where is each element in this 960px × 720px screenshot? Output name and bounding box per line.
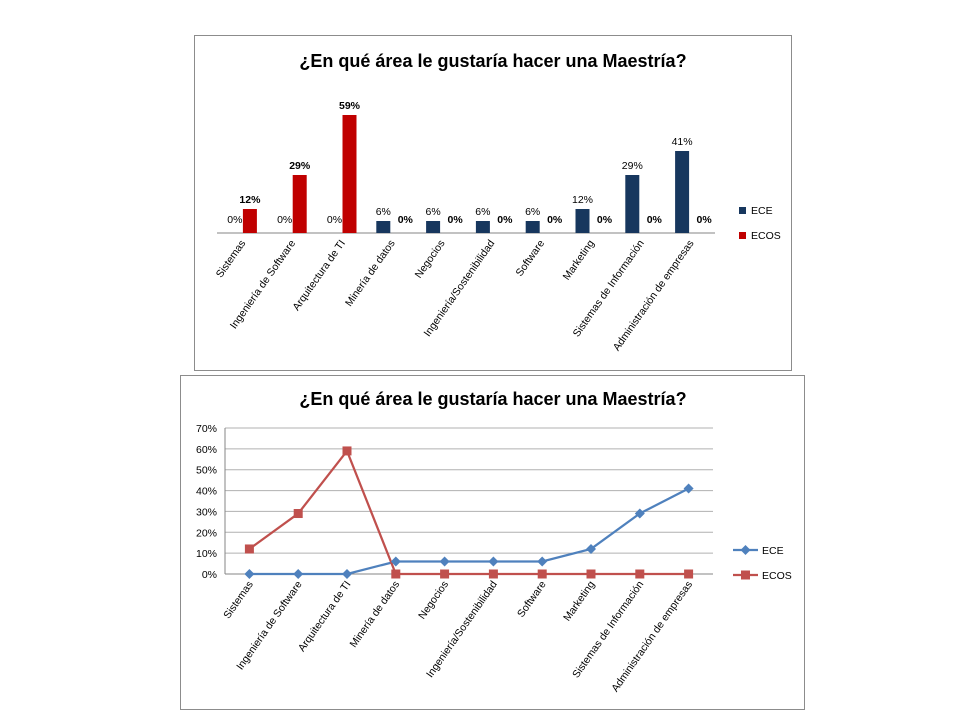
data-point-ece <box>634 508 645 519</box>
bar-ece <box>426 221 441 233</box>
data-point-ece <box>439 556 450 567</box>
data-label-ece: 41% <box>672 136 693 148</box>
bar-ecos <box>292 175 307 233</box>
data-label-ece: 0% <box>277 214 292 226</box>
data-point-ecos <box>440 569 450 579</box>
data-label-ece: 12% <box>572 194 593 206</box>
bar-chart: ¿En qué área le gustaría hacer una Maest… <box>194 35 792 371</box>
data-label-ecos: 59% <box>339 100 361 112</box>
category-label: Sistemas <box>214 238 249 280</box>
y-tick-label: 30% <box>196 506 217 518</box>
data-label-ece: 6% <box>475 206 490 218</box>
series-line-ecos <box>248 448 689 576</box>
category-label: Sistemas <box>221 579 256 621</box>
data-label-ece: 0% <box>327 214 342 226</box>
line-chart: ¿En qué área le gustaría hacer una Maest… <box>180 375 805 710</box>
data-point-ecos <box>635 569 645 579</box>
legend-label-ecos: ECOS <box>762 570 792 582</box>
legend-marker-ecos <box>741 570 750 580</box>
legend-label-ece: ECE <box>762 545 784 557</box>
data-point-ece <box>244 569 255 579</box>
data-point-ecos <box>488 569 498 579</box>
line-chart-title: ¿En qué área le gustaría hacer una Maest… <box>299 389 686 409</box>
bar-ece <box>575 209 590 233</box>
category-label: Negocios <box>416 579 451 622</box>
data-point-ece <box>683 483 694 494</box>
data-point-ecos <box>586 569 596 579</box>
y-tick-label: 40% <box>196 486 217 498</box>
data-label-ecos: 12% <box>239 194 261 206</box>
category-label: Marketing <box>561 579 597 624</box>
data-label-ecos: 0% <box>547 214 563 226</box>
category-label: Arquitectura de TI <box>296 579 354 654</box>
data-point-ecos <box>244 544 254 554</box>
line-chart-svg: ¿En qué área le gustaría hacer una Maest… <box>196 389 792 694</box>
data-label-ece: 6% <box>376 206 391 218</box>
data-point-ecos <box>391 569 401 579</box>
data-label-ece: 6% <box>426 206 441 218</box>
category-label: Administración de empresas <box>609 579 695 694</box>
data-point-ece <box>342 569 352 579</box>
bar-chart-title: ¿En qué área le gustaría hacer una Maest… <box>299 51 686 71</box>
category-label: Software <box>515 579 549 620</box>
bar-ece <box>475 221 490 233</box>
data-label-ecos: 0% <box>398 214 414 226</box>
data-point-ece <box>537 556 548 567</box>
legend-swatch-ecos <box>739 232 746 239</box>
data-point-ecos <box>342 446 352 456</box>
category-label: Minería de datos <box>343 238 398 309</box>
data-label-ecos: 0% <box>497 214 513 226</box>
data-label-ecos: 0% <box>697 214 713 226</box>
y-tick-label: 20% <box>196 527 217 539</box>
data-point-ecos <box>537 569 547 579</box>
bar-chart-svg: ¿En qué área le gustaría hacer una Maest… <box>214 51 781 353</box>
legend-label-ecos: ECOS <box>751 230 781 242</box>
bar-ecos <box>342 115 357 233</box>
data-label-ecos: 0% <box>647 214 663 226</box>
category-label: Arquitectura de TI <box>290 238 348 313</box>
data-label-ece: 6% <box>525 206 540 218</box>
bar-ece <box>376 221 391 233</box>
data-point-ece <box>586 543 596 554</box>
y-tick-label: 0% <box>202 569 217 581</box>
category-label: Marketing <box>561 238 597 283</box>
data-point-ece <box>390 556 401 567</box>
data-label-ece: 0% <box>227 214 242 226</box>
category-label: Software <box>514 238 548 279</box>
y-tick-label: 10% <box>196 548 217 560</box>
data-point-ecos <box>684 569 694 579</box>
y-tick-label: 60% <box>196 444 217 456</box>
data-point-ece <box>488 556 499 567</box>
series-line-ece <box>249 487 690 576</box>
data-point-ece <box>293 569 304 579</box>
bar-ecos <box>242 209 257 233</box>
bar-ece <box>625 175 640 233</box>
bar-ece <box>675 151 690 233</box>
y-tick-label: 50% <box>196 465 217 477</box>
data-label-ecos: 29% <box>289 160 311 172</box>
data-label-ecos: 0% <box>597 214 613 226</box>
bar-ece <box>525 221 540 233</box>
legend-marker-ece <box>740 545 751 555</box>
category-label: Minería de datos <box>348 579 403 650</box>
legend-swatch-ece <box>739 207 746 214</box>
category-label: Negocios <box>413 238 448 281</box>
legend-label-ece: ECE <box>751 205 773 217</box>
y-tick-label: 70% <box>196 423 217 435</box>
data-label-ece: 29% <box>622 160 643 172</box>
data-label-ecos: 0% <box>448 214 464 226</box>
data-point-ecos <box>293 509 303 519</box>
